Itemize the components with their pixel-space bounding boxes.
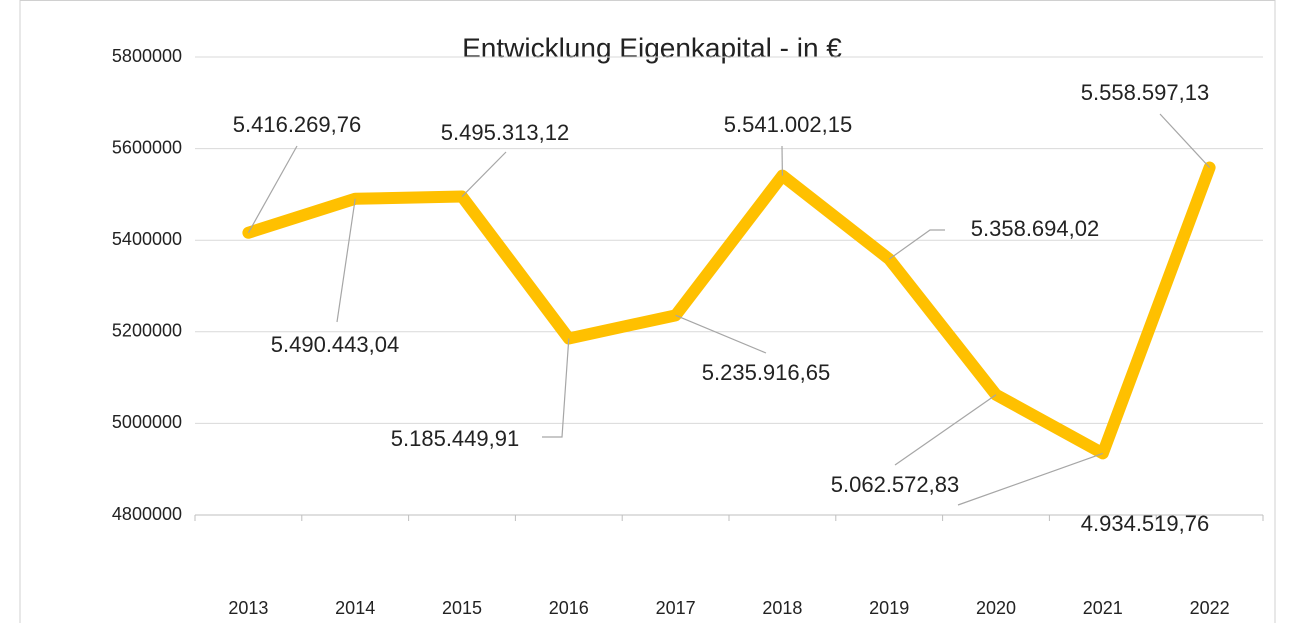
- data-label: 5.416.269,76: [233, 112, 361, 137]
- x-tick-label: 2020: [976, 598, 1016, 618]
- data-label: 5.062.572,83: [831, 472, 959, 497]
- x-tick-label: 2014: [335, 598, 375, 618]
- data-label: 5.358.694,02: [971, 216, 1099, 241]
- chart-title: Entwicklung Eigenkapital - in €: [462, 32, 842, 63]
- x-tick-label: 2016: [549, 598, 589, 618]
- x-tick-label: 2021: [1083, 598, 1123, 618]
- y-tick-label: 5800000: [112, 46, 182, 66]
- leader-line: [247, 145, 298, 234]
- y-tick-label: 5000000: [112, 412, 182, 432]
- x-tick-label: 2019: [869, 598, 909, 618]
- leader-line: [542, 338, 570, 438]
- x-tick-label: 2022: [1190, 598, 1230, 618]
- y-tick-label: 5200000: [112, 321, 182, 341]
- x-tick-label: 2013: [228, 598, 268, 618]
- y-tick-label: 5600000: [112, 137, 182, 157]
- data-label: 5.558.597,13: [1081, 80, 1209, 105]
- y-tick-label: 4800000: [112, 504, 182, 524]
- data-line: [242, 161, 1216, 460]
- leader-line: [336, 198, 356, 323]
- leader-line: [888, 229, 945, 260]
- chart-border: [19, 0, 1276, 623]
- data-label: 4.934.519,76: [1081, 511, 1209, 536]
- leader-line: [894, 394, 997, 466]
- data-label: 5.490.443,04: [271, 332, 399, 357]
- leader-line: [957, 452, 1104, 506]
- data-label: 5.495.313,12: [441, 120, 569, 145]
- x-tick-label: 2018: [762, 598, 802, 618]
- data-label: 5.235.916,65: [702, 360, 830, 385]
- leader-line: [1159, 113, 1211, 168]
- x-tick-label: 2017: [656, 598, 696, 618]
- x-tick-label: 2015: [442, 598, 482, 618]
- y-tick-label: 5400000: [112, 229, 182, 249]
- data-label: 5.541.002,15: [724, 112, 852, 137]
- data-label: 5.185.449,91: [391, 426, 519, 451]
- leader-line: [675, 314, 767, 354]
- leader-line: [461, 151, 507, 197]
